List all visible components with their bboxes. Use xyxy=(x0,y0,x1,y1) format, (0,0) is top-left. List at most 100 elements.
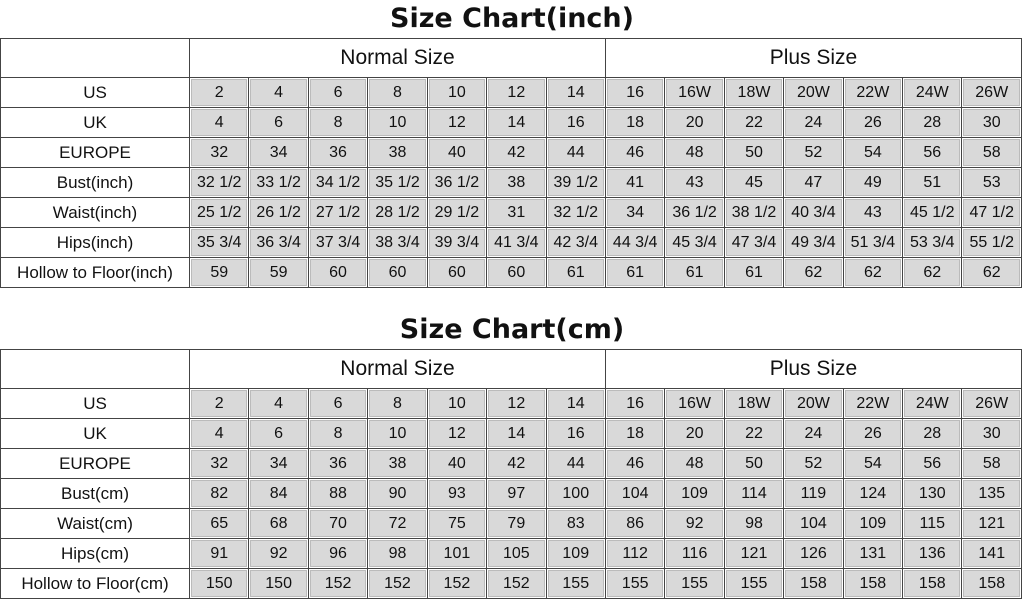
size-table: Normal Size Plus Size US 2 4 6 8 10 12 14 16 16W 18W… xyxy=(0,349,1023,599)
size-cell: 22W xyxy=(842,77,904,108)
size-cell: 16W xyxy=(664,77,725,108)
size-cell: 25 1/2 xyxy=(188,197,250,228)
size-cell: 58 xyxy=(961,448,1022,479)
size-cell: 150 xyxy=(248,568,309,599)
size-cell: 26 xyxy=(842,418,904,449)
size-cell: 60 xyxy=(367,257,428,288)
size-cell: 12 xyxy=(486,77,547,108)
size-cell: 54 xyxy=(842,137,904,168)
size-cell: 54 xyxy=(842,448,904,479)
size-cell: 98 xyxy=(367,538,428,569)
row-label: Bust(cm) xyxy=(0,478,190,509)
table-row: US 2 4 6 8 10 12 14 16 16W 18W 20W 22W 24W 26W xyxy=(0,388,1022,419)
size-cell: 41 xyxy=(604,167,666,198)
size-cell: 84 xyxy=(248,478,309,509)
table-row: Hollow to Floor(cm) 150 150 152 152 152 152 155… xyxy=(0,568,1022,599)
size-cell: 28 xyxy=(902,418,963,449)
size-cell: 6 xyxy=(248,418,309,449)
size-cell: 158 xyxy=(783,568,844,599)
size-cell: 48 xyxy=(664,137,725,168)
table-row: Hips(cm) 91 92 96 98 101 105 109 112 116 121 126 131… xyxy=(0,538,1022,569)
chart-title: Size Chart(cm) xyxy=(399,314,625,345)
table-row: Hollow to Floor(inch) 59 59 60 60 60 60 61 61 61 6… xyxy=(0,257,1022,288)
table-row: Waist(inch) 25 1/2 26 1/2 27 1/2 28 1/2 29 1/… xyxy=(0,197,1022,228)
size-cell: 112 xyxy=(604,538,666,569)
size-cell: 10 xyxy=(367,107,428,138)
size-cell: 40 xyxy=(426,448,488,479)
size-cell: 136 xyxy=(902,538,963,569)
size-cell: 65 xyxy=(188,508,250,539)
size-cell: 72 xyxy=(367,508,428,539)
size-cell: 18W xyxy=(723,77,785,108)
size-cell: 14 xyxy=(486,107,547,138)
size-cell: 4 xyxy=(188,107,250,138)
size-cell: 49 xyxy=(842,167,904,198)
size-cell: 79 xyxy=(486,508,547,539)
size-cell: 47 3/4 xyxy=(723,227,785,258)
size-cell: 45 3/4 xyxy=(664,227,725,258)
size-cell: 24 xyxy=(783,107,844,138)
size-cell: 41 3/4 xyxy=(486,227,547,258)
size-cell: 116 xyxy=(664,538,725,569)
size-cell: 35 3/4 xyxy=(188,227,250,258)
size-cell: 39 1/2 xyxy=(545,167,606,198)
size-cell: 109 xyxy=(842,508,904,539)
size-cell: 6 xyxy=(307,388,369,419)
size-cell: 22 xyxy=(723,107,785,138)
size-cell: 20 xyxy=(664,418,725,449)
size-cell: 30 xyxy=(961,107,1022,138)
size-cell: 44 xyxy=(545,448,606,479)
size-cell: 6 xyxy=(248,107,309,138)
size-cell: 155 xyxy=(664,568,725,599)
group-normal-size: Normal Size xyxy=(189,349,606,389)
row-label: Hips(cm) xyxy=(0,538,190,569)
group-header-row: Normal Size Plus Size xyxy=(0,38,1023,78)
size-cell: 83 xyxy=(545,508,606,539)
size-cell: 46 xyxy=(604,448,666,479)
corner-cell xyxy=(0,349,190,389)
size-cell: 60 xyxy=(307,257,369,288)
size-cell: 45 xyxy=(723,167,785,198)
size-cell: 38 xyxy=(367,448,428,479)
row-label: US xyxy=(0,77,190,108)
row-label: Waist(inch) xyxy=(0,197,190,228)
size-cell: 92 xyxy=(664,508,725,539)
size-cell: 32 xyxy=(188,137,250,168)
group-plus-size: Plus Size xyxy=(604,38,1023,78)
size-cell: 51 xyxy=(902,167,963,198)
size-cell: 40 3/4 xyxy=(783,197,844,228)
size-cell: 22 xyxy=(723,418,785,449)
size-cell: 47 xyxy=(783,167,844,198)
size-cell: 38 xyxy=(367,137,428,168)
size-cell: 35 1/2 xyxy=(367,167,428,198)
group-normal-size: Normal Size xyxy=(189,38,606,78)
size-cell: 31 xyxy=(486,197,547,228)
size-cell: 16 xyxy=(604,388,666,419)
size-cell: 91 xyxy=(188,538,250,569)
size-cell: 18 xyxy=(604,107,666,138)
size-cell: 68 xyxy=(248,508,309,539)
row-label: Hollow to Floor(inch) xyxy=(0,257,190,288)
size-cell: 10 xyxy=(426,77,488,108)
size-cell: 97 xyxy=(486,478,547,509)
size-cell: 36 3/4 xyxy=(248,227,309,258)
size-cell: 36 xyxy=(307,448,369,479)
row-label: Hips(inch) xyxy=(0,227,190,258)
table-row: UK 4 6 8 10 12 14 16 18 20 22 24 26 28 30 xyxy=(0,418,1022,449)
size-cell: 48 xyxy=(664,448,725,479)
size-cell: 60 xyxy=(486,257,547,288)
size-cell: 58 xyxy=(961,137,1022,168)
size-cell: 59 xyxy=(248,257,309,288)
size-cell: 92 xyxy=(248,538,309,569)
size-cell: 26W xyxy=(961,388,1022,419)
size-cell: 18 xyxy=(604,418,666,449)
size-cell: 46 xyxy=(604,137,666,168)
size-cell: 59 xyxy=(188,257,250,288)
size-cell: 10 xyxy=(426,388,488,419)
size-cell: 42 xyxy=(486,137,547,168)
size-cell: 14 xyxy=(545,388,606,419)
size-cell: 62 xyxy=(902,257,963,288)
size-cell: 158 xyxy=(961,568,1022,599)
size-cell: 93 xyxy=(426,478,488,509)
size-cell: 155 xyxy=(604,568,666,599)
